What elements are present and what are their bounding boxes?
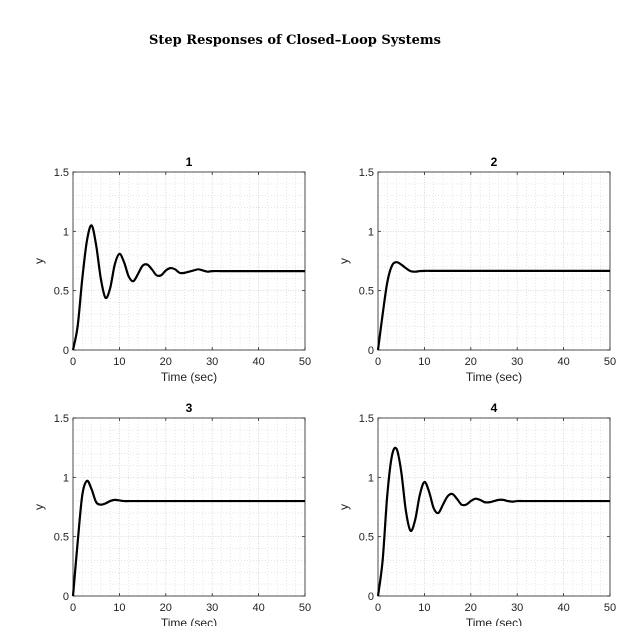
- y-tick-label: 1.5: [54, 167, 69, 179]
- x-tick-label: 10: [113, 602, 125, 614]
- subplot-title: 4: [491, 401, 498, 415]
- subplot-1: 0 10 20 30 40 50 0 0.5 1 1.5 1 Time (sec) y: [32, 155, 311, 384]
- axes-box: [72, 417, 306, 597]
- x-tick-label: 40: [252, 356, 264, 368]
- y-axis-label: y: [32, 258, 46, 264]
- x-tick-label: 20: [160, 356, 172, 368]
- x-axis-label: Time (sec): [466, 370, 522, 384]
- plot-area: [73, 418, 305, 596]
- axes-box: [72, 171, 306, 351]
- x-tick-label: 30: [206, 356, 218, 368]
- subplot-3: 0 10 20 30 40 50 0 0.5 1 1.5 3 Time (sec) y: [32, 401, 311, 626]
- x-tick-label: 30: [511, 356, 523, 368]
- x-tick-label: 10: [418, 356, 430, 368]
- x-tick-label: 50: [299, 602, 311, 614]
- x-tick-label: 30: [511, 602, 523, 614]
- y-tick-label: 0: [63, 345, 69, 357]
- plot-area: [378, 172, 610, 350]
- x-tick-label: 0: [70, 602, 76, 614]
- x-tick-label: 20: [465, 602, 477, 614]
- x-tick-label: 10: [418, 602, 430, 614]
- y-tick-label: 0: [63, 591, 69, 603]
- step-response-line: [71, 479, 305, 597]
- y-tick-label: 0.5: [54, 286, 69, 298]
- y-tick-label: 1: [368, 226, 374, 238]
- y-axis-label: y: [337, 258, 351, 264]
- y-tick-label: 1.5: [54, 413, 69, 425]
- x-tick-label: 50: [604, 602, 616, 614]
- step-response-line: [71, 224, 305, 351]
- figure-title: Step Responses of Closed–Loop Systems: [149, 33, 441, 48]
- step-response-line: [376, 261, 610, 351]
- x-tick-label: 40: [557, 602, 569, 614]
- subplot-title: 1: [186, 155, 193, 169]
- y-tick-label: 1.5: [359, 167, 374, 179]
- x-tick-label: 0: [70, 356, 76, 368]
- x-axis-label: Time (sec): [466, 616, 522, 626]
- subplot-4: 0 10 20 30 40 50 0 0.5 1 1.5 4 Time (sec) y: [337, 401, 616, 626]
- x-axis-label: Time (sec): [161, 616, 217, 626]
- y-tick-label: 1: [368, 472, 374, 484]
- x-tick-label: 50: [299, 356, 311, 368]
- y-tick-label: 0.5: [359, 286, 374, 298]
- y-axis-label: y: [337, 504, 351, 510]
- subplot-title: 3: [186, 401, 193, 415]
- plot-area: [378, 418, 610, 596]
- x-tick-label: 40: [252, 602, 264, 614]
- x-tick-label: 10: [113, 356, 125, 368]
- x-tick-label: 50: [604, 356, 616, 368]
- axes-box: [377, 417, 611, 597]
- subplot-title: 2: [491, 155, 498, 169]
- x-tick-label: 40: [557, 356, 569, 368]
- y-tick-label: 0: [368, 591, 374, 603]
- x-axis-label: Time (sec): [161, 370, 217, 384]
- x-tick-label: 30: [206, 602, 218, 614]
- y-tick-label: 1: [63, 472, 69, 484]
- step-response-line: [376, 446, 610, 597]
- x-tick-label: 20: [465, 356, 477, 368]
- plot-area: [73, 172, 305, 350]
- subplot-2: 0 10 20 30 40 50 0 0.5 1 1.5 2 Time (sec) y: [337, 155, 616, 384]
- x-tick-label: 0: [375, 602, 381, 614]
- y-tick-label: 0: [368, 345, 374, 357]
- x-tick-label: 20: [160, 602, 172, 614]
- y-tick-label: 1.5: [359, 413, 374, 425]
- y-axis-label: y: [32, 504, 46, 510]
- x-tick-label: 0: [375, 356, 381, 368]
- y-tick-label: 0.5: [359, 532, 374, 544]
- axes-box: [377, 171, 611, 351]
- y-tick-label: 1: [63, 226, 69, 238]
- y-tick-label: 0.5: [54, 532, 69, 544]
